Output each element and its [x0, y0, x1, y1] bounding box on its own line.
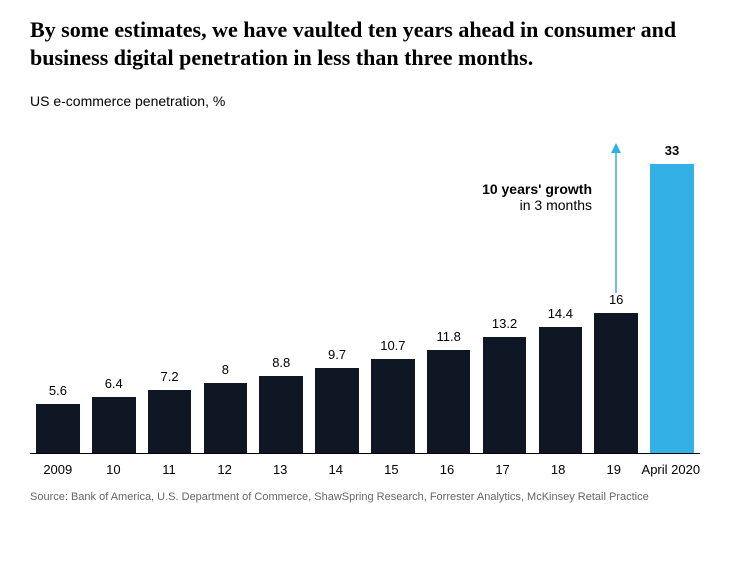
bar-value-label: 5.6 [49, 383, 67, 398]
bar-value-label: 11.8 [437, 329, 461, 344]
x-axis-label: 12 [197, 462, 253, 477]
bar [36, 404, 80, 453]
x-axis-label: April 2020 [642, 462, 701, 477]
bar [594, 313, 638, 453]
bar-column: 5.6 [30, 123, 86, 453]
x-axis-label: 10 [86, 462, 142, 477]
x-axis-label: 15 [364, 462, 420, 477]
bar [427, 350, 471, 453]
bar [92, 397, 136, 453]
x-axis-label: 18 [530, 462, 586, 477]
bar [650, 164, 694, 453]
x-axis-label: 19 [586, 462, 642, 477]
growth-annotation: 10 years' growth in 3 months [482, 181, 592, 213]
bars-container: 5.6 6.4 7.2 8 8.8 9.7 10.7 11.8 13.2 14.4 16 33 [30, 123, 700, 453]
bar-value-label: 9.7 [328, 347, 346, 362]
x-axis-labels: 200910111213141516171819April 2020 [30, 462, 700, 477]
bar-value-label: 8.8 [272, 355, 290, 370]
bar-value-label: 33 [665, 143, 679, 158]
bar [204, 383, 248, 453]
chart-plot: 5.6 6.4 7.2 8 8.8 9.7 10.7 11.8 13.2 14.4 16 33 10 … [30, 123, 700, 453]
bar-value-label: 6.4 [105, 376, 123, 391]
chart-source: Source: Bank of America, U.S. Department… [30, 491, 700, 503]
annotation-line2: in 3 months [482, 197, 592, 213]
bar-column: 8 [197, 123, 253, 453]
bar [539, 327, 583, 453]
x-axis-label: 14 [308, 462, 364, 477]
bar-value-label: 7.2 [161, 369, 179, 384]
chart-title: By some estimates, we have vaulted ten y… [30, 16, 700, 71]
annotation-line1: 10 years' growth [482, 181, 592, 197]
bar-value-label: 10.7 [380, 338, 405, 353]
bar-value-label: 8 [222, 362, 229, 377]
bar [148, 390, 192, 453]
bar-value-label: 13.2 [492, 316, 517, 331]
bar-column: 13.2 [477, 123, 533, 453]
bar-column: 10.7 [365, 123, 421, 453]
x-axis-label: 17 [475, 462, 531, 477]
bar [259, 376, 303, 453]
chart-subtitle: US e-commerce penetration, % [30, 93, 700, 109]
bar-column: 8.8 [253, 123, 309, 453]
x-axis-label: 16 [419, 462, 475, 477]
chart-area: 5.6 6.4 7.2 8 8.8 9.7 10.7 11.8 13.2 14.4 16 33 10 … [30, 123, 700, 477]
x-axis-label: 2009 [30, 462, 86, 477]
bar-column: 14.4 [532, 123, 588, 453]
bar-column: 11.8 [421, 123, 477, 453]
bar-column: 33 [644, 123, 700, 453]
x-axis-label: 13 [252, 462, 308, 477]
bar [483, 337, 527, 453]
bar [371, 359, 415, 453]
arrow-up-icon [608, 143, 624, 293]
bar-column: 9.7 [309, 123, 365, 453]
bar [315, 368, 359, 453]
x-axis-label: 11 [141, 462, 197, 477]
bar-column: 7.2 [142, 123, 198, 453]
chart-baseline [30, 453, 700, 454]
bar-value-label: 16 [609, 292, 623, 307]
bar-value-label: 14.4 [548, 306, 573, 321]
bar-column: 6.4 [86, 123, 142, 453]
